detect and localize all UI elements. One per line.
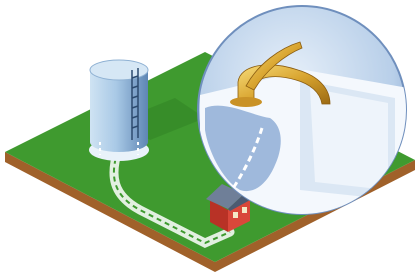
house-window [233, 212, 238, 218]
tower-top [90, 60, 148, 80]
page [0, 0, 420, 274]
house-window [242, 207, 247, 213]
faucet-base [230, 97, 262, 107]
tower-body [90, 70, 148, 152]
illustration [0, 0, 420, 274]
